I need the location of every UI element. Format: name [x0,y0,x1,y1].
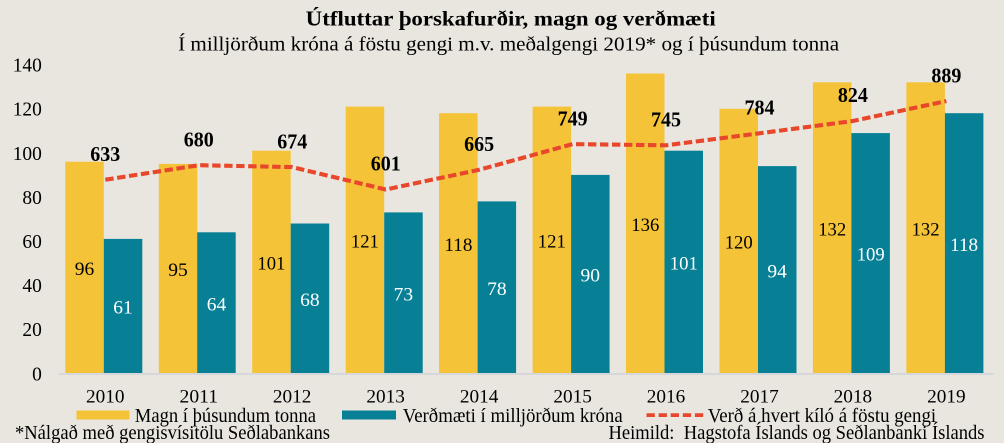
svg-text:2018: 2018 [834,386,873,407]
svg-text:109: 109 [857,245,885,266]
svg-text:Útfluttar þorskafurðir, magn o: Útfluttar þorskafurðir, magn og verðmæti [306,7,716,31]
svg-text:2013: 2013 [366,386,405,407]
svg-text:132: 132 [912,219,940,240]
svg-text:120: 120 [725,233,753,254]
svg-text:749: 749 [558,106,588,130]
svg-text:Magn í þúsundum tonna: Magn í þúsundum tonna [135,405,316,427]
svg-text:96: 96 [75,259,95,280]
svg-text:2014: 2014 [460,386,499,407]
svg-text:120: 120 [13,99,42,121]
svg-text:680: 680 [184,127,214,151]
svg-text:121: 121 [351,232,379,253]
svg-text:889: 889 [931,63,961,87]
svg-text:94: 94 [767,261,787,282]
svg-text:132: 132 [818,219,846,240]
svg-text:118: 118 [950,235,978,256]
svg-text:2019: 2019 [927,386,966,407]
svg-text:2017: 2017 [740,386,779,407]
svg-text:80: 80 [22,187,41,209]
svg-text:Í milljörðum króna á föstu gen: Í milljörðum króna á föstu gengi m.v. me… [178,33,839,56]
svg-text:68: 68 [300,290,320,311]
svg-text:2012: 2012 [273,386,312,407]
svg-text:140: 140 [13,55,42,77]
svg-text:2016: 2016 [647,386,686,407]
svg-text:*Nálgað með gengisvísitölu Seð: *Nálgað með gengisvísitölu Seðlabankans [15,422,330,443]
svg-text:Heimild: Hagstofa Íslands og: Heimild: Hagstofa Íslands og Seðlanbanki… [609,421,985,443]
svg-text:665: 665 [464,132,494,156]
svg-text:745: 745 [651,108,681,132]
svg-text:73: 73 [394,284,414,305]
svg-text:78: 78 [487,279,507,300]
svg-text:633: 633 [90,142,120,166]
svg-text:121: 121 [538,232,566,253]
svg-text:601: 601 [371,152,401,176]
svg-text:118: 118 [444,235,472,256]
svg-text:60: 60 [22,231,41,253]
svg-text:61: 61 [113,298,133,319]
svg-text:20: 20 [22,319,41,341]
svg-text:2010: 2010 [86,386,125,407]
svg-text:Verðmæti í milljörðum króna: Verðmæti í milljörðum króna [403,405,623,427]
svg-text:101: 101 [257,254,285,275]
svg-text:101: 101 [670,254,698,275]
svg-text:2015: 2015 [553,386,592,407]
svg-text:0: 0 [32,363,42,385]
svg-text:100: 100 [13,143,42,165]
svg-text:40: 40 [22,275,41,297]
svg-text:824: 824 [838,83,868,107]
svg-text:674: 674 [277,129,307,153]
svg-text:784: 784 [745,96,775,120]
svg-text:Verð á hvert kíló á föstu geng: Verð á hvert kíló á föstu gengi [708,405,937,427]
svg-text:2011: 2011 [180,386,219,407]
svg-text:90: 90 [581,266,601,287]
svg-text:136: 136 [631,215,659,236]
svg-text:64: 64 [207,294,227,315]
svg-text:95: 95 [168,260,188,281]
